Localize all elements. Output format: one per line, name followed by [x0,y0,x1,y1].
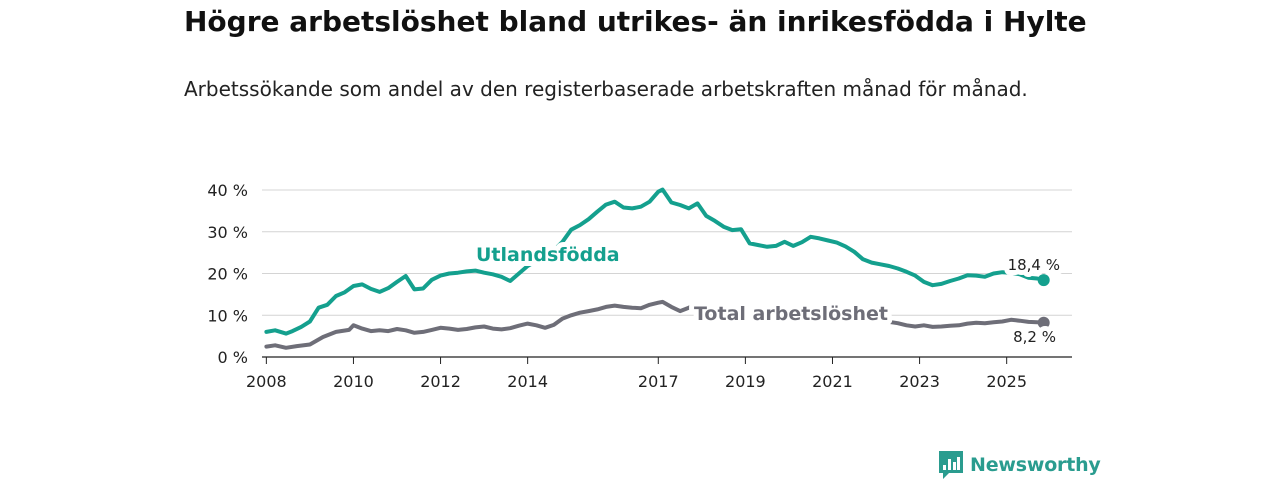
y-tick-label: 0 % [218,348,248,367]
y-tick-label: 20 % [207,265,248,284]
chart-subtitle: Arbetssökande som andel av den registerb… [184,77,1028,101]
x-tick-label: 2012 [420,372,461,391]
series-line-utlandsfodda [264,187,1046,336]
x-tick-label: 2010 [333,372,374,391]
series-label-total: Total arbetslöshet [694,303,888,325]
x-tick-label: 2023 [899,372,940,391]
brand-name: Newsworthy [970,454,1101,476]
end-point-utlandsfodda [1037,274,1050,287]
newsworthy-logo-icon [939,451,963,479]
end-value-total: 8,2 % [1013,328,1056,346]
end-point-total [1037,316,1050,329]
x-tick-label: 2021 [812,372,853,391]
series-label-utlandsfodda-halo: Utlandsfödda [476,244,620,266]
y-tick-label: 30 % [207,223,248,242]
y-tick-label: 40 % [207,181,248,200]
brand-logo: Newsworthy [938,449,1101,481]
chart-title: Högre arbetslöshet bland utrikes- än inr… [184,5,1087,38]
y-tick-label: 10 % [207,306,248,325]
x-tick-label: 2025 [986,372,1027,391]
x-tick-label: 2017 [638,372,679,391]
series-label-total-halo: Total arbetslöshet [694,303,888,325]
x-tick-label: 2008 [246,372,287,391]
end-value-utlandsfodda: 18,4 % [1008,256,1060,274]
series-label-utlandsfodda: Utlandsfödda [476,244,620,266]
x-tick-label: 2019 [725,372,766,391]
series-line-total [264,299,1046,350]
x-tick-label: 2014 [507,372,548,391]
